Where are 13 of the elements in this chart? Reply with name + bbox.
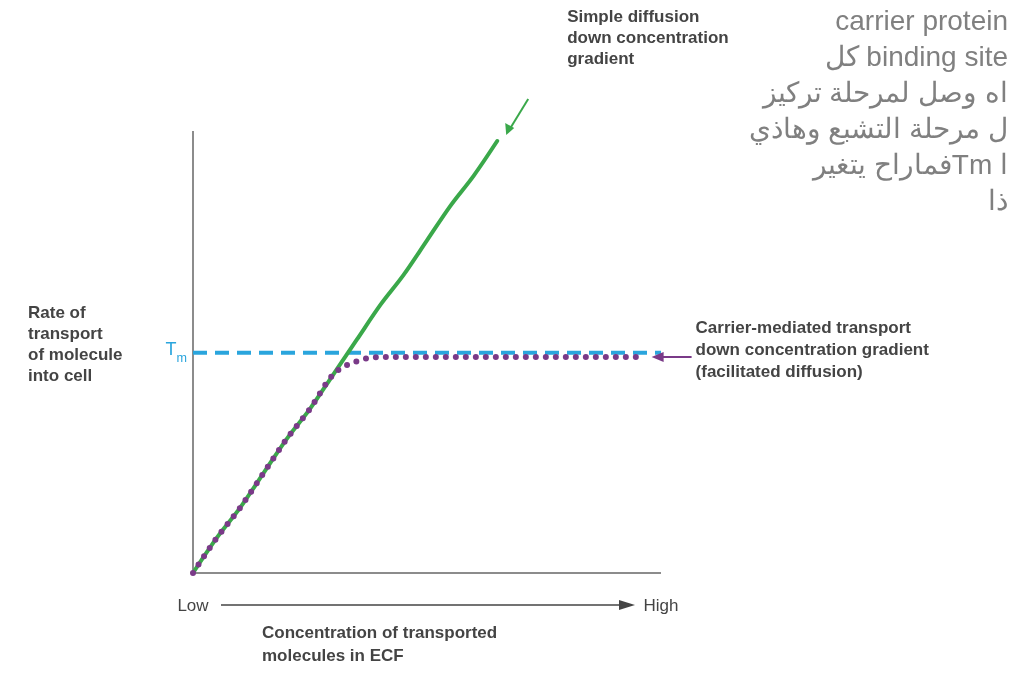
text: ل مرحلة التشبع وهاذي bbox=[748, 113, 1008, 145]
x-tick-label: High bbox=[643, 596, 679, 615]
ref-line-label: T$_{m}$ bbox=[165, 338, 187, 365]
text: carrier protein bbox=[835, 5, 1008, 36]
text: Simple diffusion down concentration gradient bbox=[567, 7, 729, 68]
text: اه وصل لمرحلة تركيز bbox=[760, 77, 1008, 109]
legend-label: Carrier-mediated transport down concentration gradient (facilitated diffusion) bbox=[695, 318, 930, 381]
text: ا Tmفماراح يتغير bbox=[811, 149, 1008, 181]
text: ذا bbox=[988, 185, 1008, 216]
x-tick-label: Low bbox=[177, 596, 210, 615]
text: binding site كل bbox=[824, 41, 1008, 72]
x-axis-title: Concentration of transported molecules in ECF bbox=[262, 623, 498, 665]
y-axis-title: Rate of transport of molecule into cell bbox=[28, 303, 123, 385]
